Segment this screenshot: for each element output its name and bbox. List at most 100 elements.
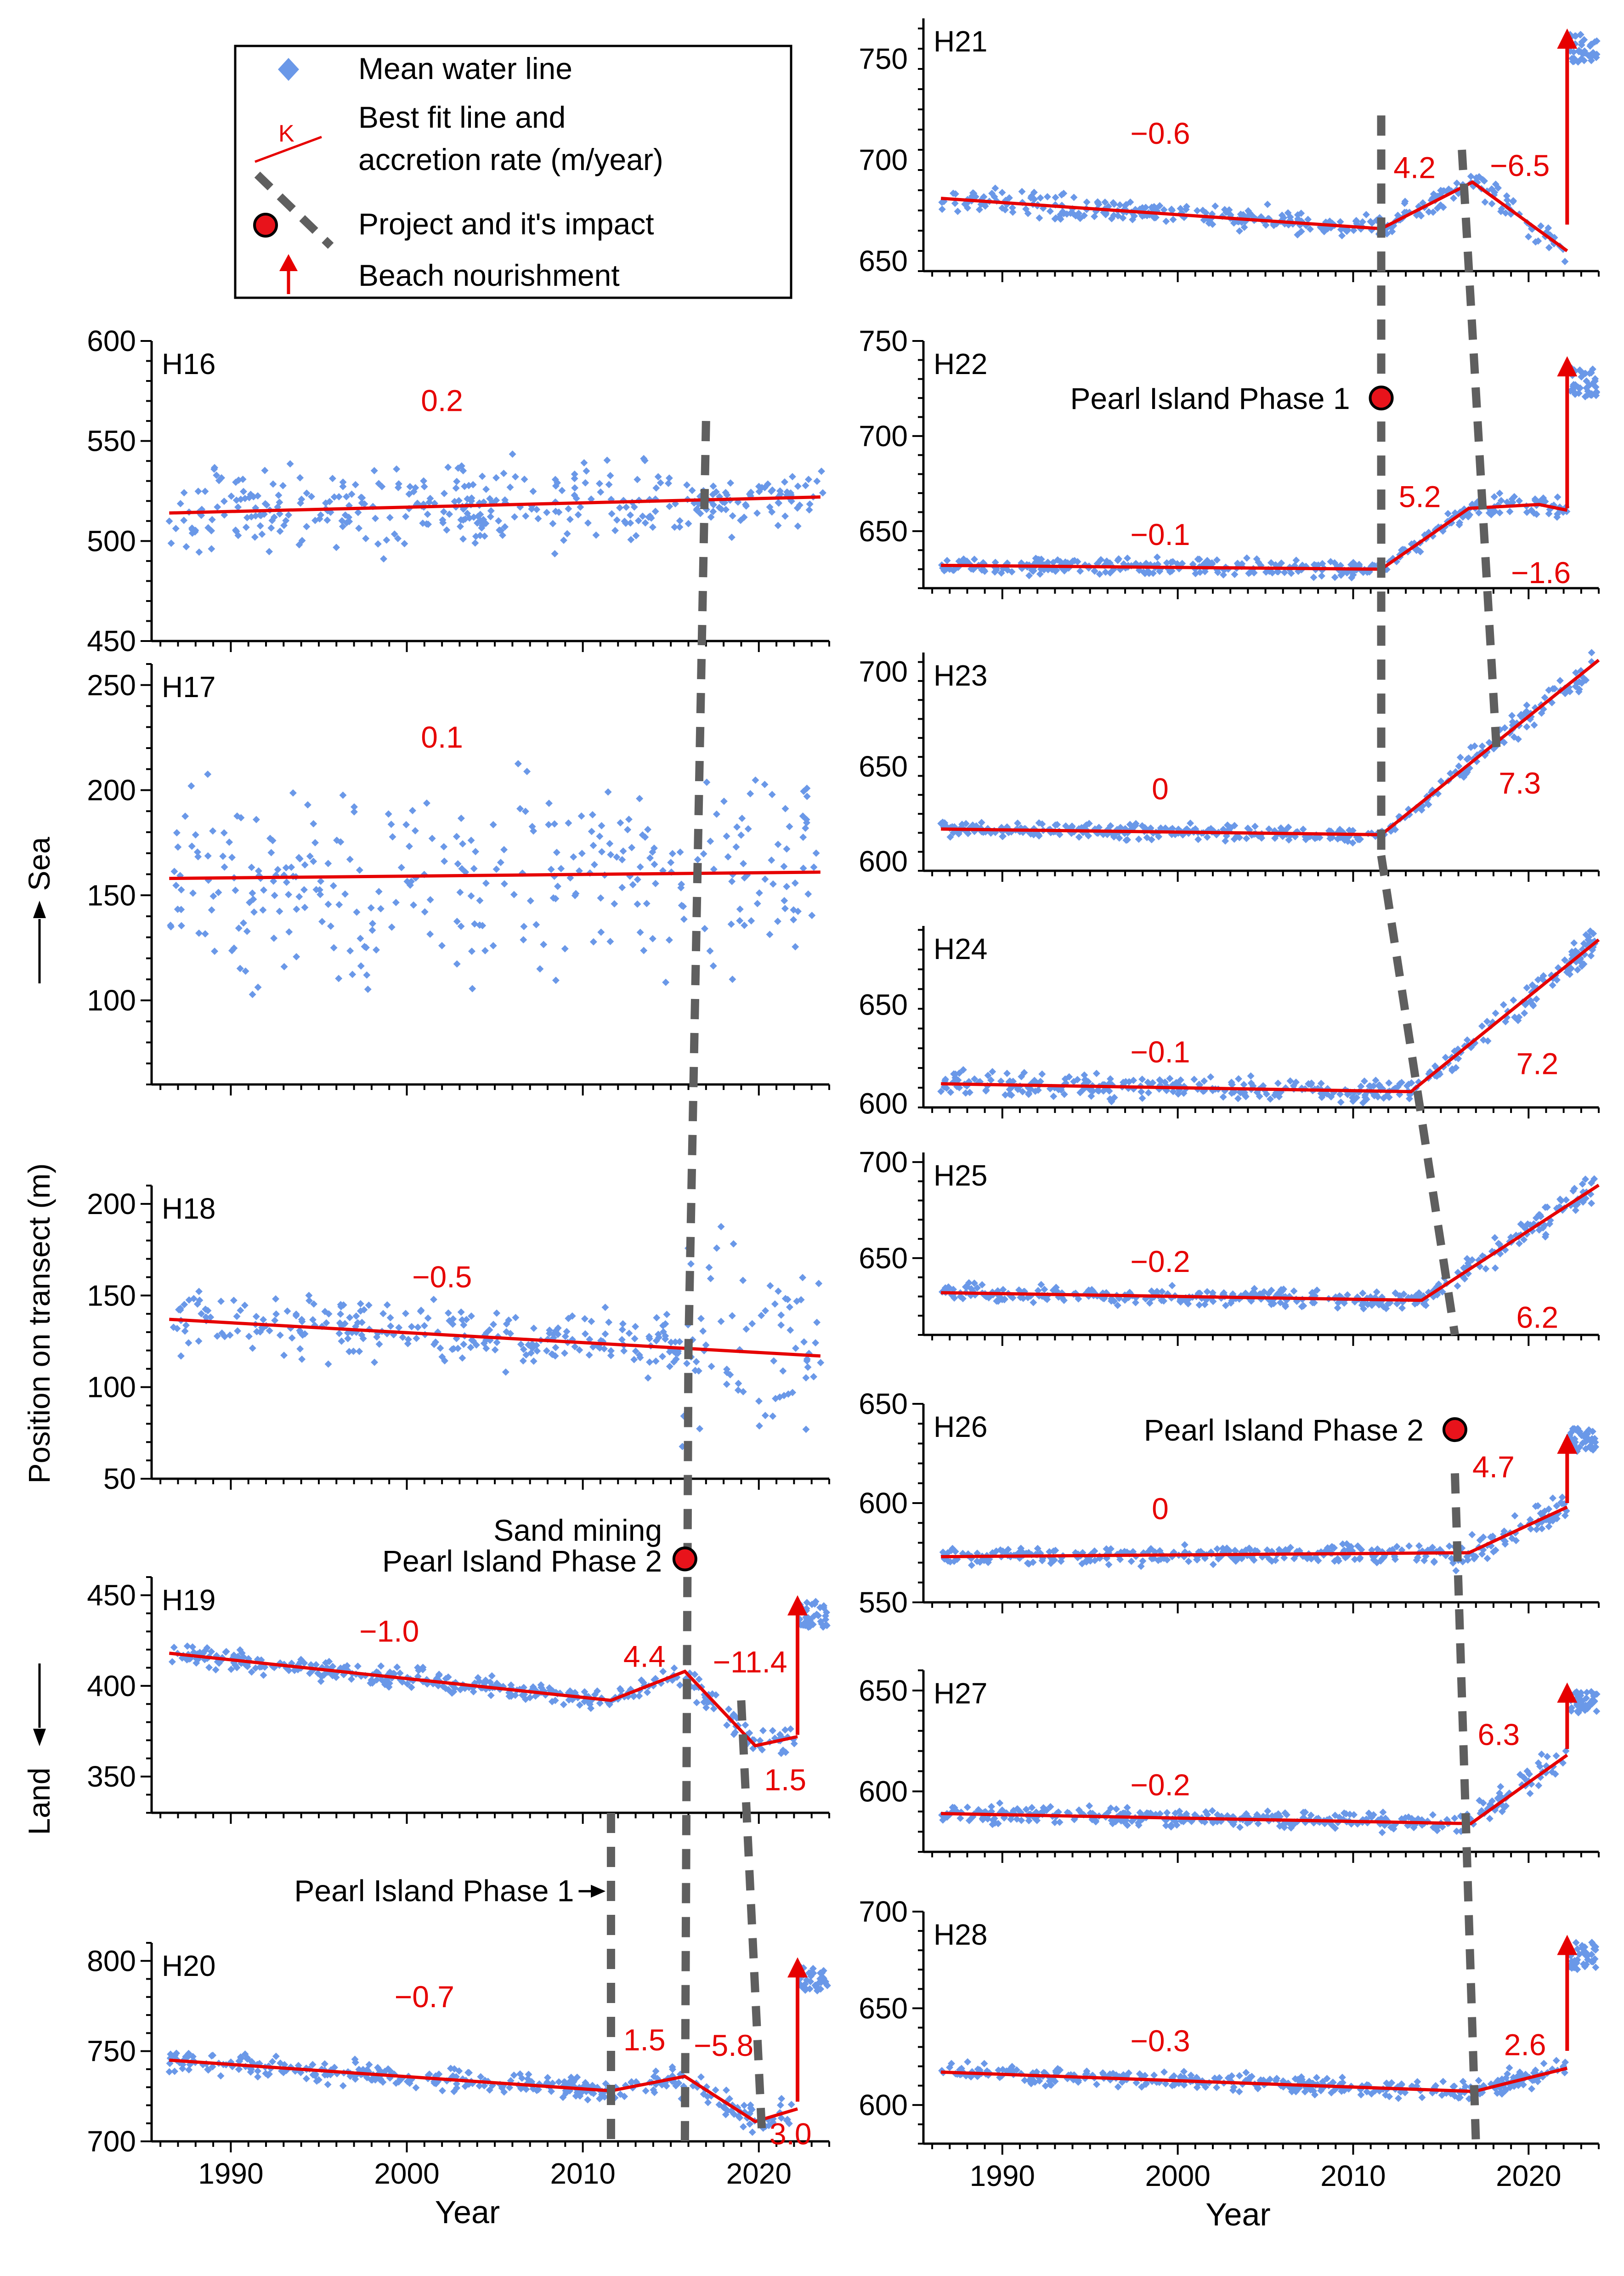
- data-point: [1464, 513, 1472, 521]
- data-point: [258, 530, 266, 538]
- data-point: [822, 1616, 830, 1623]
- data-point: [351, 2059, 359, 2066]
- data-point: [993, 1297, 1001, 1305]
- data-point: [723, 1721, 731, 1729]
- data-point: [493, 1339, 501, 1346]
- data-point: [1163, 1556, 1171, 1564]
- data-point: [1078, 1560, 1086, 1567]
- data-point: [783, 2116, 791, 2123]
- data-point: [279, 482, 287, 489]
- data-point: [1530, 721, 1538, 729]
- data-point: [799, 834, 807, 841]
- data-point: [970, 1279, 978, 1287]
- data-point: [1341, 836, 1348, 844]
- data-point: [1358, 1546, 1365, 1554]
- data-point: [293, 905, 300, 913]
- data-point: [198, 1310, 205, 1317]
- data-point: [470, 1688, 477, 1696]
- data-point: [220, 497, 228, 505]
- data-point: [632, 1322, 639, 1330]
- data-point: [1005, 194, 1013, 202]
- data-point: [460, 1321, 468, 1329]
- data-point: [713, 810, 720, 818]
- data-point: [1129, 1548, 1137, 1555]
- data-point: [478, 472, 486, 480]
- data-point: [476, 532, 484, 539]
- data-point: [978, 1281, 986, 1288]
- data-point: [234, 532, 242, 539]
- data-point: [205, 1663, 213, 1671]
- fit-line: [169, 495, 820, 515]
- data-point: [805, 506, 813, 514]
- nourishment-arrow-head: [787, 1595, 808, 1616]
- data-point: [468, 494, 475, 502]
- data-point: [324, 1360, 332, 1368]
- data-point: [794, 522, 802, 530]
- data-point: [1452, 1567, 1460, 1575]
- data-point: [598, 822, 605, 829]
- data-point: [989, 1549, 996, 1557]
- data-point: [180, 489, 188, 497]
- data-point: [1227, 1299, 1235, 1307]
- data-point: [697, 1315, 705, 1322]
- data-point: [1489, 1548, 1497, 1556]
- data-point: [522, 512, 530, 520]
- data-point: [322, 499, 329, 507]
- data-point: [204, 852, 212, 860]
- data-point: [1193, 1556, 1201, 1564]
- data-point: [586, 1335, 594, 1343]
- data-point: [1561, 690, 1569, 698]
- data-point: [1579, 50, 1587, 58]
- data-point: [813, 1318, 821, 1326]
- data-point: [1546, 1517, 1554, 1525]
- rate-label: −6.5: [1490, 148, 1550, 182]
- data-point: [1521, 1009, 1528, 1017]
- data-point: [1149, 1079, 1157, 1087]
- data-point: [518, 1691, 526, 1699]
- data-point: [498, 531, 506, 539]
- data-point: [577, 812, 585, 820]
- data-point: [807, 1969, 815, 1977]
- data-point: [1585, 933, 1593, 941]
- data-point: [323, 1319, 330, 1327]
- data-point: [748, 1320, 756, 1328]
- data-point: [266, 834, 274, 842]
- data-point: [300, 886, 308, 894]
- data-point: [220, 829, 228, 837]
- data-point: [356, 866, 363, 874]
- data-point: [438, 942, 446, 949]
- data-point: [339, 482, 347, 490]
- data-point: [392, 2079, 400, 2087]
- data-point: [405, 490, 413, 498]
- rate-label: 3.0: [770, 2117, 812, 2151]
- data-point: [1031, 1087, 1039, 1095]
- data-point: [1208, 560, 1216, 568]
- data-point: [576, 1346, 583, 1354]
- data-point: [420, 477, 428, 485]
- data-point: [226, 838, 233, 846]
- data-point: [1532, 1502, 1539, 1510]
- data-point: [306, 1297, 313, 1305]
- data-point: [1349, 839, 1357, 847]
- data-point: [269, 480, 277, 488]
- data-point: [802, 1425, 810, 1433]
- data-point: [561, 945, 569, 953]
- data-point: [193, 848, 201, 856]
- data-point: [734, 1386, 742, 1394]
- fit-line: [169, 1317, 821, 1358]
- y-tick-label: 200: [87, 1187, 136, 1220]
- data-point: [176, 499, 184, 507]
- data-point: [179, 2065, 187, 2072]
- data-point: [1518, 1221, 1526, 1229]
- data-point: [453, 2080, 460, 2088]
- data-point: [380, 555, 388, 563]
- data-point: [1566, 971, 1573, 978]
- data-point: [1347, 1543, 1355, 1550]
- data-point: [489, 821, 497, 829]
- data-point: [272, 1310, 280, 1318]
- data-point: [520, 936, 527, 944]
- data-point: [1324, 1544, 1331, 1552]
- data-point: [346, 856, 354, 863]
- data-point: [560, 536, 567, 544]
- data-point: [1511, 1512, 1519, 1520]
